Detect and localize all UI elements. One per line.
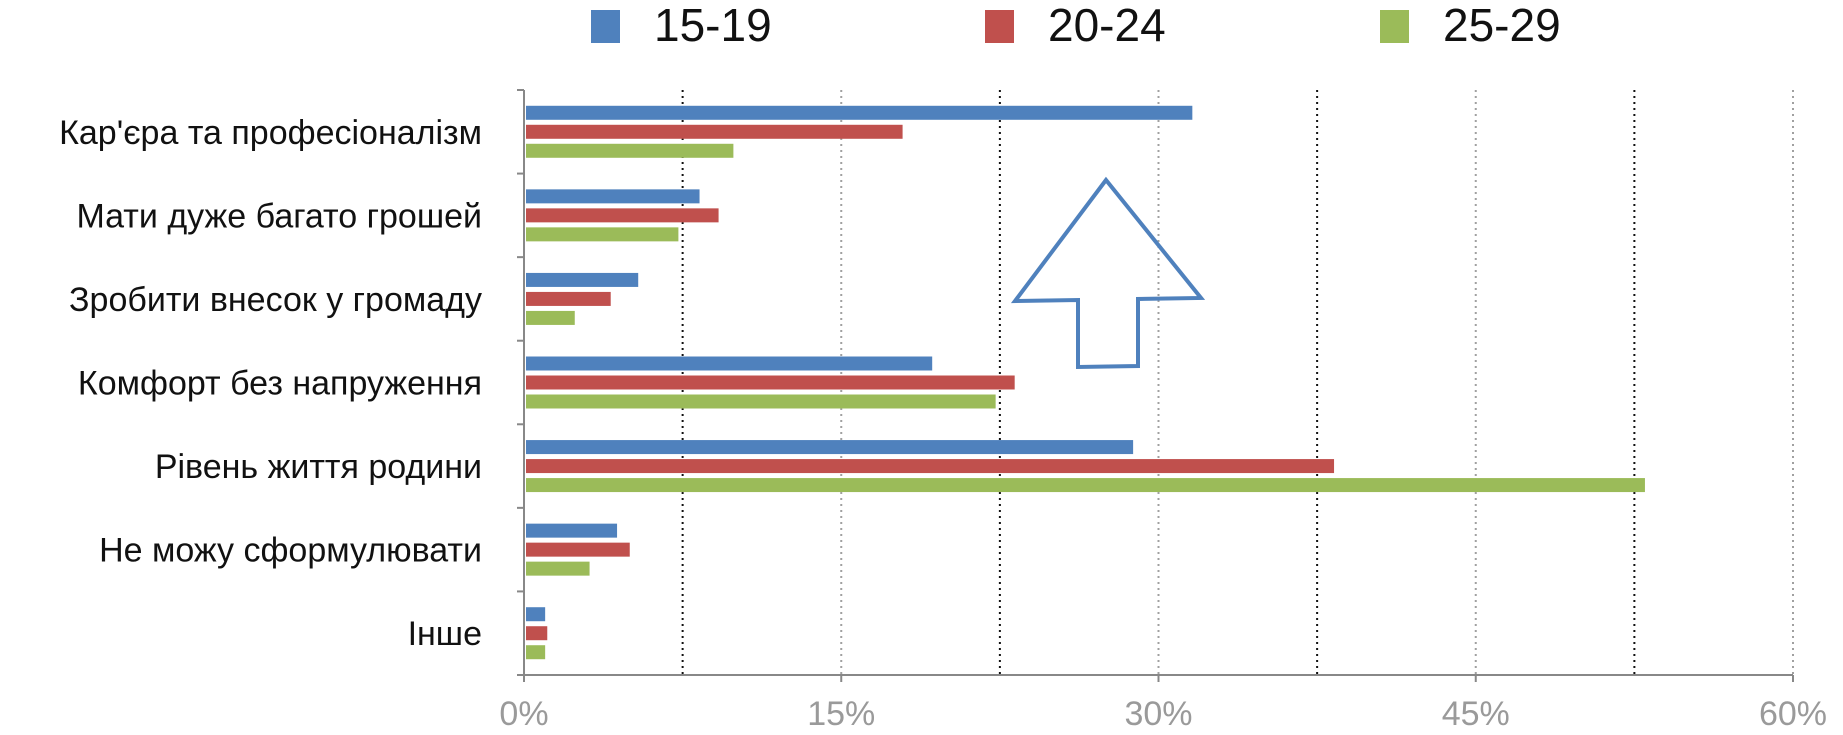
bar-20-24: [526, 375, 1015, 390]
bar-15-19: [526, 189, 700, 204]
bar-20-24: [526, 542, 630, 557]
category-label: Рівень життя родини: [155, 448, 482, 486]
bar-15-19: [526, 523, 618, 538]
x-tick-label: 15%: [807, 695, 875, 733]
legend-swatch-25-29: [1380, 10, 1409, 43]
bar-25-29: [526, 478, 1645, 493]
x-tick-labels: 0% 15% 30% 45% 60%: [499, 695, 1827, 733]
bar-25-29: [526, 561, 590, 576]
legend-swatch-20-24: [985, 10, 1014, 43]
legend: 15-19 20-24 25-29: [591, 0, 1561, 51]
category-label: Інше: [408, 615, 482, 653]
bar-20-24: [526, 124, 903, 139]
bar-15-19: [526, 607, 546, 622]
axes: [517, 89, 1794, 682]
category-label: Мати дуже багато грошей: [76, 197, 482, 235]
category-labels: Кар'єра та професіоналізм Мати дуже багат…: [59, 114, 482, 653]
bar-20-24: [526, 291, 611, 306]
bar-15-19: [526, 440, 1134, 455]
legend-label-15-19: 15-19: [654, 0, 772, 51]
bar-25-29: [526, 394, 996, 409]
legend-label-20-24: 20-24: [1048, 0, 1166, 51]
legend-swatch-15-19: [591, 10, 620, 43]
bar-20-24: [526, 208, 719, 223]
bar-25-29: [526, 645, 546, 660]
x-tick-label: 30%: [1124, 695, 1192, 733]
bar-25-29: [526, 143, 734, 158]
bar-25-29: [526, 310, 575, 325]
up-arrow-annotation: [1010, 176, 1206, 370]
category-label: Не можу сформулювати: [99, 532, 482, 570]
bar-20-24: [526, 459, 1335, 474]
bar-15-19: [526, 105, 1193, 120]
category-label: Комфорт без напруження: [78, 365, 482, 403]
category-label: Кар'єра та професіоналізм: [59, 114, 482, 152]
bar-15-19: [526, 272, 639, 287]
bars: [526, 105, 1645, 660]
x-tick-label: 45%: [1442, 695, 1510, 733]
legend-label-25-29: 25-29: [1443, 0, 1561, 51]
category-label: Зробити внесок у громаду: [69, 281, 482, 319]
bar-20-24: [526, 626, 548, 641]
bar-25-29: [526, 227, 679, 242]
bar-15-19: [526, 356, 933, 371]
x-tick-label: 60%: [1759, 695, 1827, 733]
x-tick-label: 0%: [499, 695, 548, 733]
gridlines: [681, 90, 1794, 675]
